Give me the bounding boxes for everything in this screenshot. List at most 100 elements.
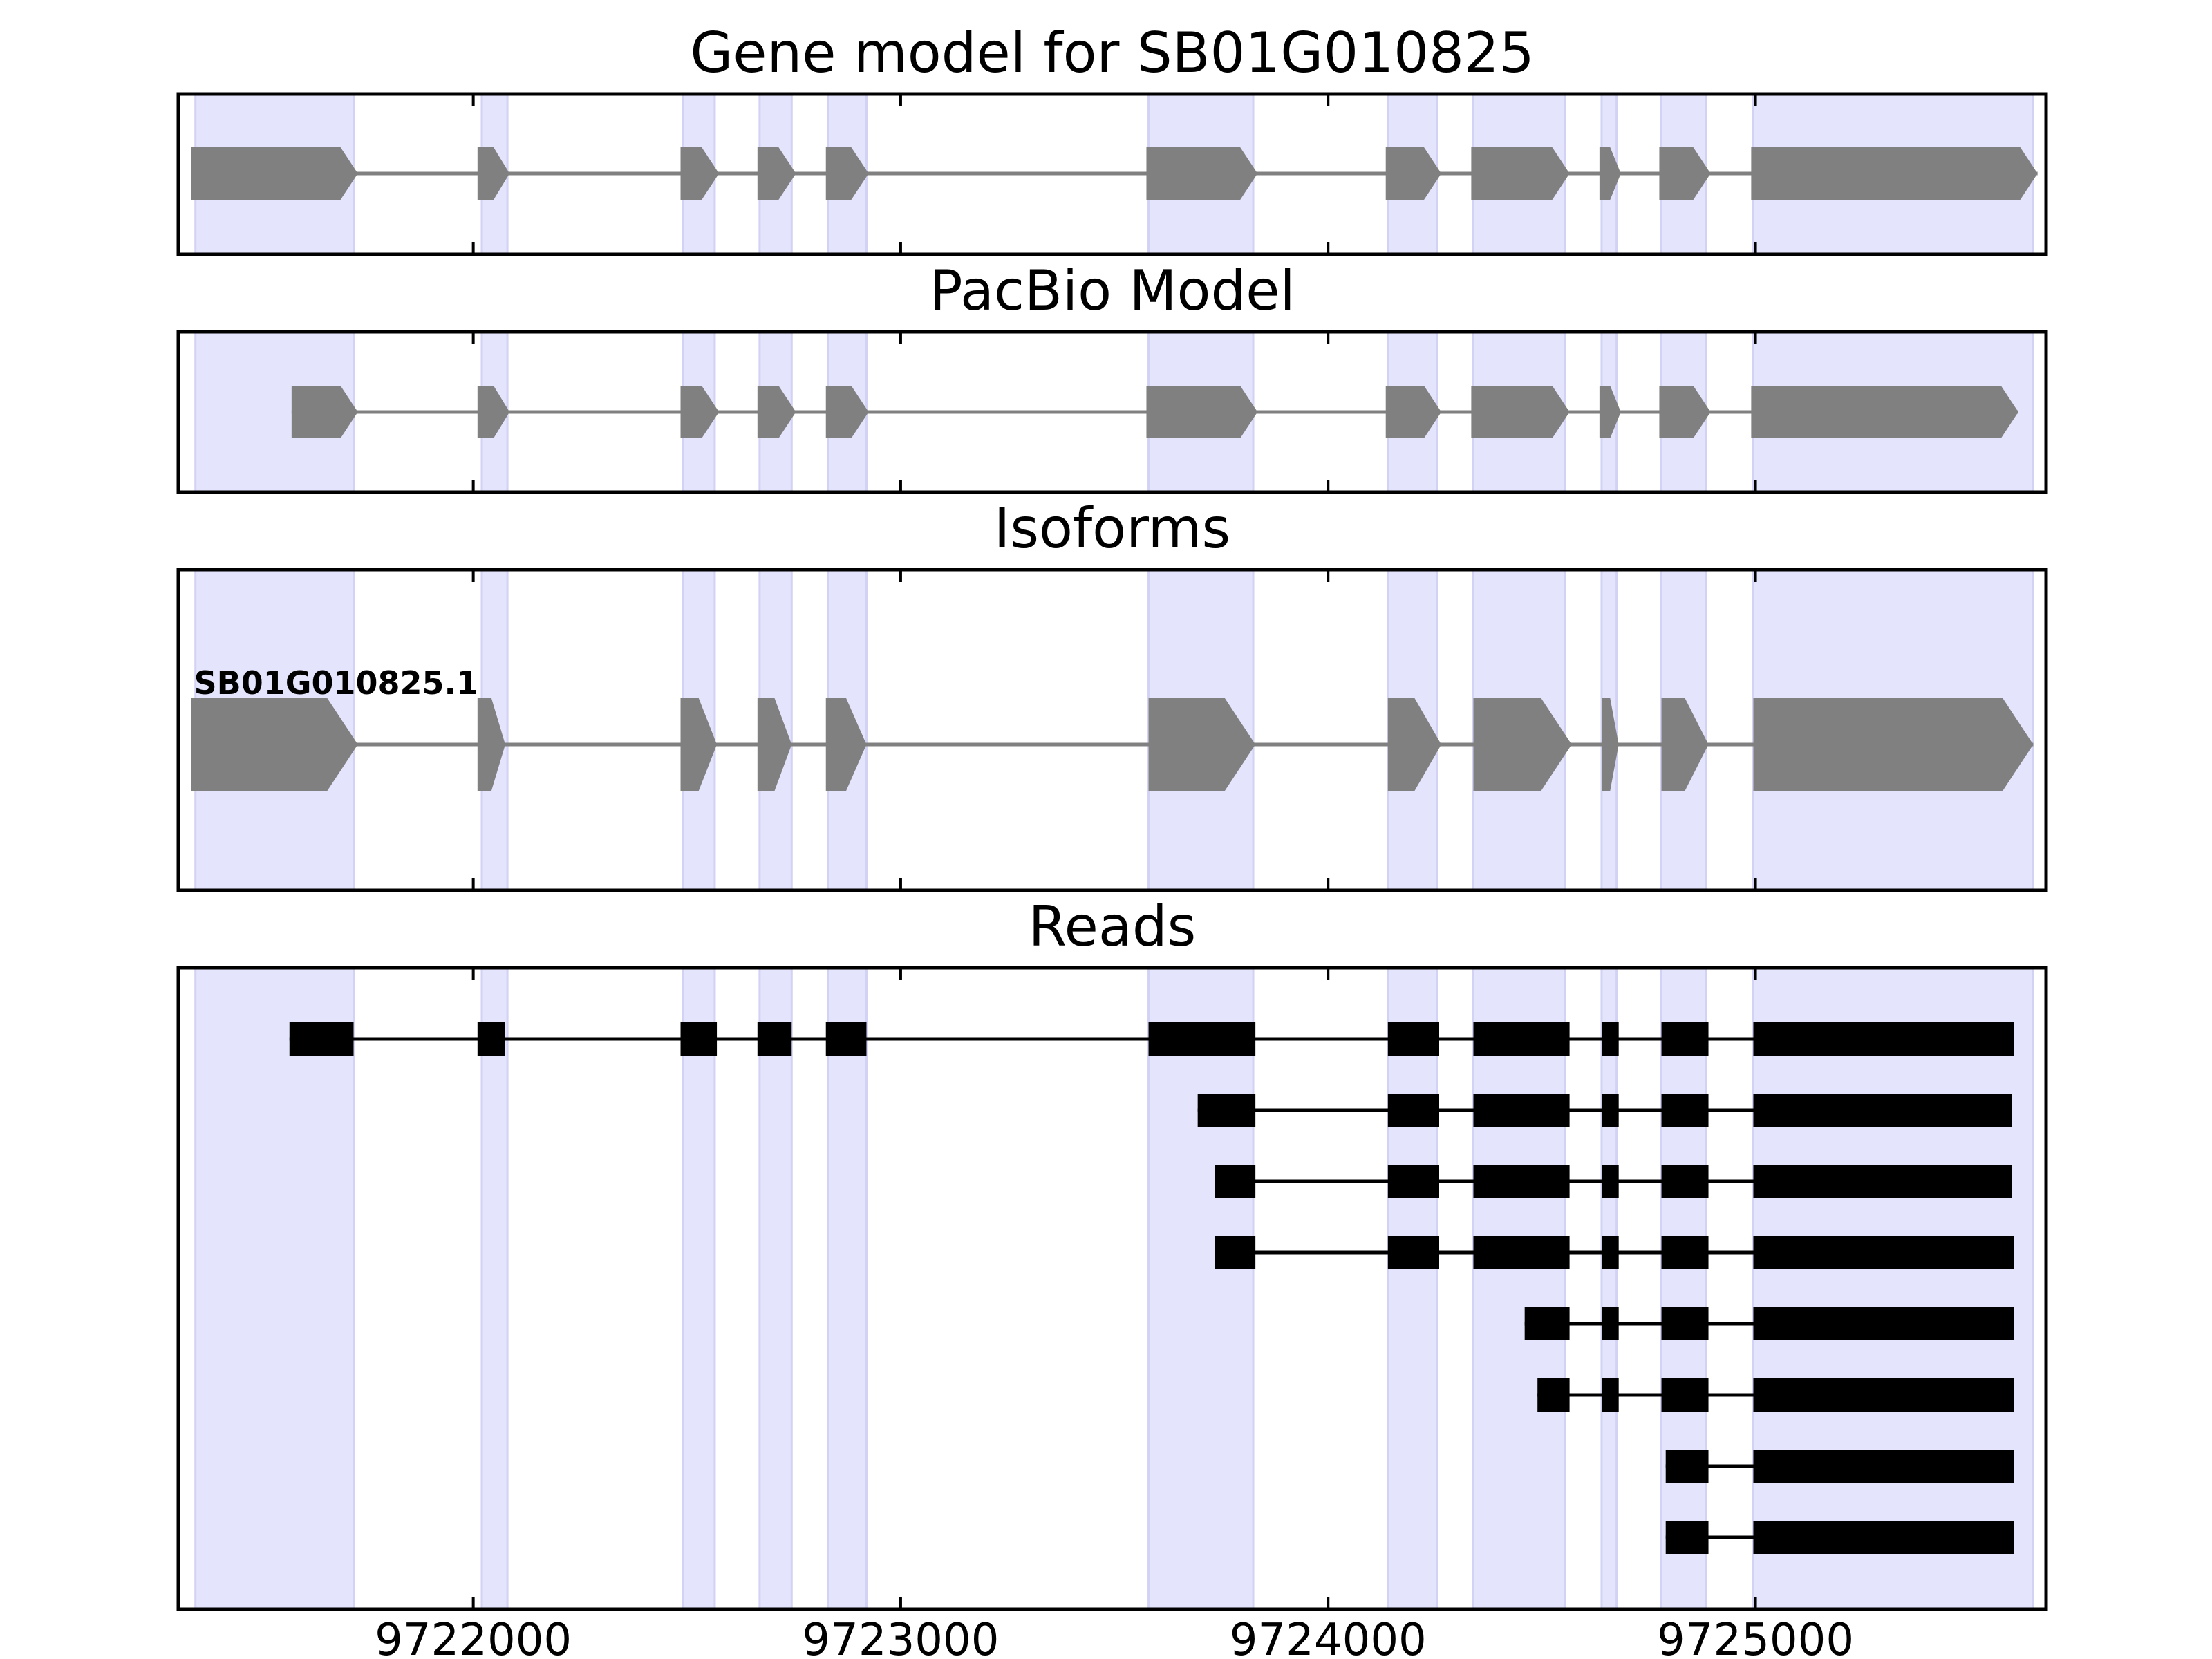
read-exon — [477, 1022, 506, 1056]
exon-arrow — [1753, 698, 2034, 791]
exon-arrow — [1387, 698, 1442, 791]
track-1: SB01G010825.1 — [191, 664, 2034, 791]
read-exon — [1215, 1236, 1256, 1269]
exon-arrow — [1599, 386, 1621, 438]
read-exon — [289, 1022, 354, 1056]
panels: Gene model for SB01G010825 PacBio Model Is… — [176, 21, 2048, 1611]
read-exon — [1753, 1022, 2014, 1056]
exon-highlight-band — [480, 966, 509, 1611]
read-exon — [1537, 1378, 1570, 1412]
exon-arrow — [1148, 698, 1256, 791]
track-1 — [191, 147, 2038, 200]
exon-arrow — [825, 147, 869, 200]
read-exon — [1753, 1236, 2014, 1269]
x-axis: 9722000 9723000 9724000 9725000 — [375, 1615, 1854, 1659]
read-exon — [1665, 1521, 1709, 1554]
read-exon — [1473, 1236, 1570, 1269]
read-exon — [825, 1022, 867, 1056]
track-7 — [1665, 1450, 2014, 1483]
exon-arrow — [1599, 147, 1621, 200]
x-tick-label: 9722000 — [375, 1615, 572, 1659]
read-exon — [1387, 1165, 1440, 1198]
track-1 — [289, 1022, 2014, 1056]
exon-arrow — [1385, 386, 1442, 438]
track-8 — [1665, 1521, 2014, 1554]
exon-arrow — [1659, 386, 1711, 438]
x-tick-label: 9725000 — [1657, 1615, 1854, 1659]
track-5 — [1524, 1307, 2014, 1340]
read-exon — [1665, 1450, 1709, 1483]
exon-arrow — [291, 386, 358, 438]
read-exon — [1601, 1022, 1619, 1056]
panel-frame — [176, 330, 2048, 494]
exon-highlight-band — [1752, 966, 2034, 1611]
exon-arrow — [1659, 147, 1711, 200]
x-tick-label: 9724000 — [1230, 1615, 1427, 1659]
panel-1: Gene model for SB01G010825 — [176, 21, 2048, 256]
exon-highlight-band — [758, 966, 793, 1611]
read-exon — [1661, 1378, 1709, 1412]
panel-title: Reads — [1029, 894, 1197, 959]
read-exon — [1601, 1165, 1619, 1198]
read-exon — [1387, 1236, 1440, 1269]
exon-arrow — [1385, 147, 1442, 200]
read-exon — [1753, 1165, 2012, 1198]
read-exon — [1753, 1378, 2014, 1412]
read-exon — [1473, 1165, 1570, 1198]
isoform-label: SB01G010825.1 — [194, 664, 478, 702]
exon-arrow — [1661, 698, 1709, 791]
panel-frame — [176, 966, 2048, 1611]
exon-highlight-band — [1472, 966, 1566, 1611]
read-exon — [1601, 1094, 1619, 1127]
read-exon — [1601, 1378, 1619, 1412]
exon-highlight-band — [682, 966, 716, 1611]
exon-arrow — [825, 698, 867, 791]
read-exon — [1387, 1022, 1440, 1056]
exon-arrow — [477, 147, 510, 200]
track-1 — [291, 386, 2018, 438]
read-exon — [757, 1022, 792, 1056]
read-exon — [1661, 1236, 1709, 1269]
exon-arrow — [1471, 147, 1570, 200]
exon-arrow — [757, 386, 796, 438]
exon-highlight-band — [1660, 966, 1707, 1611]
panel-3: Isoforms SB01G010825.1 — [176, 496, 2048, 892]
read-exon — [1148, 1022, 1256, 1056]
read-exon — [1387, 1094, 1440, 1127]
exon-arrow — [680, 386, 720, 438]
exon-highlight-band — [1600, 966, 1618, 1611]
read-exon — [1601, 1307, 1619, 1340]
panel-frame — [176, 568, 2048, 892]
read-exon — [1661, 1094, 1709, 1127]
track-6 — [1537, 1378, 2014, 1412]
read-exon — [1524, 1307, 1570, 1340]
read-exon — [1661, 1165, 1709, 1198]
exon-arrow — [680, 147, 720, 200]
panel-2: PacBio Model — [176, 259, 2048, 494]
x-tick-label: 9723000 — [802, 1615, 999, 1659]
exon-highlight-band — [1147, 966, 1255, 1611]
read-exon — [1753, 1307, 2014, 1340]
read-exon — [1215, 1165, 1256, 1198]
exon-arrow — [825, 386, 869, 438]
exon-arrow — [1146, 386, 1258, 438]
panel-title: Isoforms — [994, 496, 1230, 561]
exon-arrow — [1751, 386, 2018, 438]
read-exon — [1473, 1022, 1570, 1056]
panel-title: Gene model for SB01G010825 — [690, 21, 1534, 85]
exon-arrow — [1601, 698, 1619, 791]
exon-arrow — [477, 698, 506, 791]
exon-highlight-band — [827, 966, 868, 1611]
read-exon — [1661, 1022, 1709, 1056]
read-exon — [1661, 1307, 1709, 1340]
read-exon — [1753, 1521, 2014, 1554]
exon-arrow — [1146, 147, 1258, 200]
exon-arrow — [191, 698, 358, 791]
exon-highlight-band — [194, 966, 355, 1611]
read-exon — [1753, 1094, 2012, 1127]
exon-arrow — [680, 698, 718, 791]
panel-4: Reads — [176, 894, 2048, 1611]
read-exon — [1753, 1450, 2014, 1483]
exon-arrow — [1471, 386, 1570, 438]
